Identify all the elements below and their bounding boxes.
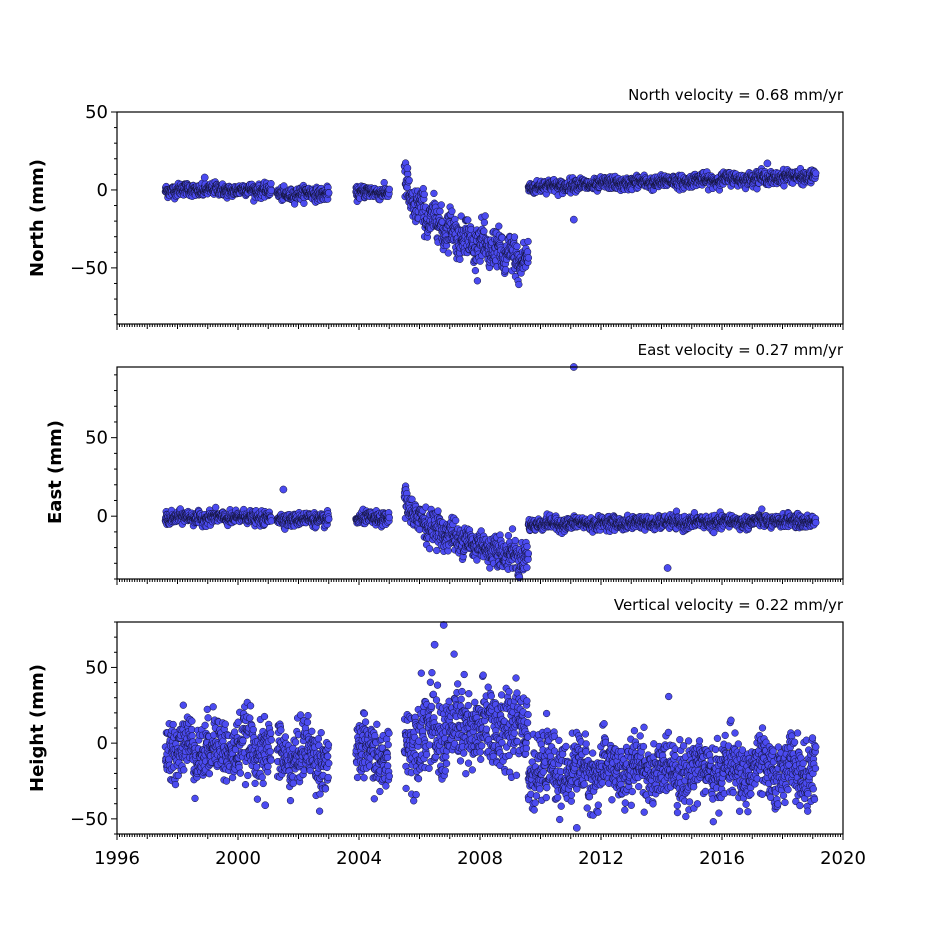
north-outlier-point <box>569 215 578 224</box>
north-y-tick-label: 50 <box>85 102 108 123</box>
north-data-point <box>385 185 393 193</box>
north-data-point <box>498 234 506 242</box>
north-y-tick-label: 0 <box>97 180 108 201</box>
north-outlier-point <box>403 164 412 172</box>
east-data-point <box>524 549 533 558</box>
east-y-axis-label: East (mm) <box>45 420 66 524</box>
north-panel: North velocity = 0.68 mm/yr North (mm) 5… <box>27 86 844 330</box>
east-data-point <box>212 503 220 512</box>
north-outlier-point <box>763 159 772 168</box>
east-data-point <box>267 517 275 525</box>
north-data-point <box>502 266 510 274</box>
north-data-point <box>523 248 532 256</box>
north-points <box>161 159 820 289</box>
east-data-point <box>434 507 442 515</box>
north-velocity-annotation: North velocity = 0.68 mm/yr <box>628 86 844 104</box>
east-points <box>161 363 820 582</box>
north-axes: 50 0 −50 <box>70 102 844 330</box>
north-outlier-point <box>200 173 209 182</box>
north-data-point <box>267 179 275 188</box>
east-data-point <box>511 536 519 545</box>
east-data-point <box>444 547 452 555</box>
north-data-point <box>430 189 438 198</box>
east-data-point <box>385 513 393 522</box>
north-data-point <box>524 254 533 262</box>
north-data-point <box>457 212 465 220</box>
east-data-point <box>452 516 460 525</box>
north-data-point <box>325 189 333 197</box>
north-data-point <box>480 227 488 235</box>
east-data-point <box>758 505 766 513</box>
north-data-point <box>405 176 413 184</box>
north-data-point <box>812 169 820 177</box>
north-data-point <box>437 201 445 209</box>
east-data-point <box>523 542 531 551</box>
east-velocity-annotation: East velocity = 0.27 mm/yr <box>638 341 844 359</box>
north-data-point <box>481 212 489 220</box>
east-data-point <box>425 545 434 553</box>
north-data-point <box>513 242 521 251</box>
north-data-point <box>448 207 456 215</box>
north-data-point <box>495 222 503 230</box>
north-data-point <box>420 190 428 199</box>
north-data-point <box>480 218 489 227</box>
east-data-point <box>523 563 531 572</box>
north-data-point <box>436 207 444 215</box>
north-data-point <box>524 237 532 246</box>
north-data-point <box>380 178 388 187</box>
north-data-point <box>473 277 482 285</box>
east-data-point <box>508 525 517 533</box>
east-panel: East velocity = 0.27 mm/yr East (mm) 500 <box>45 341 844 585</box>
east-data-point <box>504 531 513 540</box>
north-data-point <box>444 249 452 257</box>
north-y-tick-label: −50 <box>70 258 108 279</box>
east-data-point <box>325 515 333 523</box>
north-y-axis-label: North (mm) <box>27 159 48 277</box>
north-data-point <box>456 255 464 263</box>
north-data-point <box>471 266 480 275</box>
north-data-point <box>515 280 523 289</box>
north-data-point <box>510 233 519 241</box>
north-data-point <box>464 216 472 224</box>
